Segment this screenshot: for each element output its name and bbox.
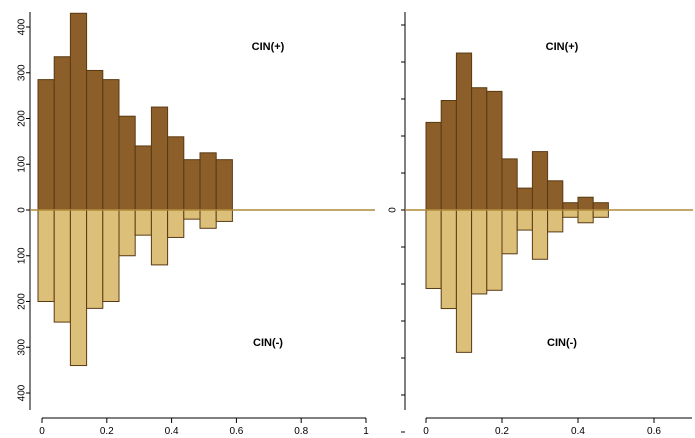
upper-bar xyxy=(37,79,55,211)
lower-bar xyxy=(37,209,55,302)
upper-bar xyxy=(577,196,594,211)
upper-bar xyxy=(199,152,217,211)
lower-bar xyxy=(455,209,473,353)
y-tick-label: 0 xyxy=(17,207,28,213)
y-tick-label: 400 xyxy=(17,18,28,35)
x-tick-label: 0 xyxy=(423,426,429,437)
y-tick-label: 400 xyxy=(17,384,28,401)
upper-bar xyxy=(118,115,136,211)
y-tick-label: 200 xyxy=(17,293,28,310)
upper-bar xyxy=(592,202,609,211)
upper-bar xyxy=(150,106,169,211)
x-tick-label: 0 xyxy=(39,426,45,437)
lower-bar xyxy=(86,209,104,309)
lower-bar xyxy=(440,209,457,310)
upper-bar xyxy=(501,158,518,211)
lower-label: CIN(-) xyxy=(253,337,283,349)
lower-bar xyxy=(562,209,579,218)
lower-bar xyxy=(592,209,609,218)
x-tick-label: 0.8 xyxy=(294,426,308,437)
y-tick-label: 300 xyxy=(17,64,28,81)
lower-bar xyxy=(199,209,217,229)
upper-bar xyxy=(183,159,201,211)
lower-bar xyxy=(53,209,71,323)
upper-bar xyxy=(486,90,503,211)
lower-bar xyxy=(102,209,120,302)
upper-bar xyxy=(69,12,88,211)
upper-bar xyxy=(547,180,564,211)
right-panel: 0 0 0.2 0.4 0.6 CIN(+) CIN(-) xyxy=(388,12,693,437)
x-tick-label: 0.6 xyxy=(647,426,661,437)
y-tick-label: 100 xyxy=(17,247,28,264)
upper-bar xyxy=(440,100,457,211)
lower-bar xyxy=(516,209,533,231)
upper-bar xyxy=(471,87,488,211)
upper-label: CIN(+) xyxy=(546,41,579,53)
lower-bar xyxy=(118,209,136,257)
upper-bar xyxy=(215,159,233,211)
lower-bar xyxy=(167,209,185,238)
lower-bar xyxy=(501,209,518,255)
lower-bar xyxy=(134,209,152,236)
lower-bar xyxy=(471,209,488,295)
lower-bar xyxy=(531,209,549,260)
upper-bar xyxy=(562,202,579,211)
lower-bar xyxy=(425,209,442,289)
upper-bar xyxy=(86,69,104,211)
lower-label: CIN(-) xyxy=(547,337,577,349)
x-tick-label: 0.6 xyxy=(229,426,243,437)
y-tick-label: 200 xyxy=(17,110,28,127)
x-tick-label: 1 xyxy=(363,426,369,437)
upper-bar xyxy=(531,151,549,211)
upper-bar xyxy=(53,56,71,211)
y-tick-label: 300 xyxy=(17,338,28,355)
lower-bar xyxy=(150,209,169,266)
x-tick-label: 0.4 xyxy=(571,426,585,437)
lower-bar xyxy=(215,209,233,222)
upper-bar xyxy=(167,136,185,211)
x-tick-label: 0.4 xyxy=(165,426,179,437)
upper-bar xyxy=(425,121,442,211)
y-tick-label: 100 xyxy=(17,155,28,172)
upper-bar xyxy=(102,79,120,211)
lower-bar xyxy=(69,209,88,367)
lower-bar xyxy=(183,209,201,220)
lower-bar xyxy=(486,209,503,291)
left-panel: 400 300 200 100 0 100 200 300 400 0 0.2 0.4 0.6 0.8 1 C… xyxy=(17,12,375,437)
lower-bar xyxy=(547,209,564,233)
upper-bar xyxy=(455,52,473,211)
upper-bar xyxy=(134,145,152,211)
x-tick-label: 0.2 xyxy=(495,426,509,437)
x-tick-label: 0.2 xyxy=(100,426,114,437)
upper-label: CIN(+) xyxy=(252,41,285,53)
y-tick-label: 0 xyxy=(388,207,399,213)
upper-bar xyxy=(516,187,533,211)
lower-bar xyxy=(577,209,594,224)
